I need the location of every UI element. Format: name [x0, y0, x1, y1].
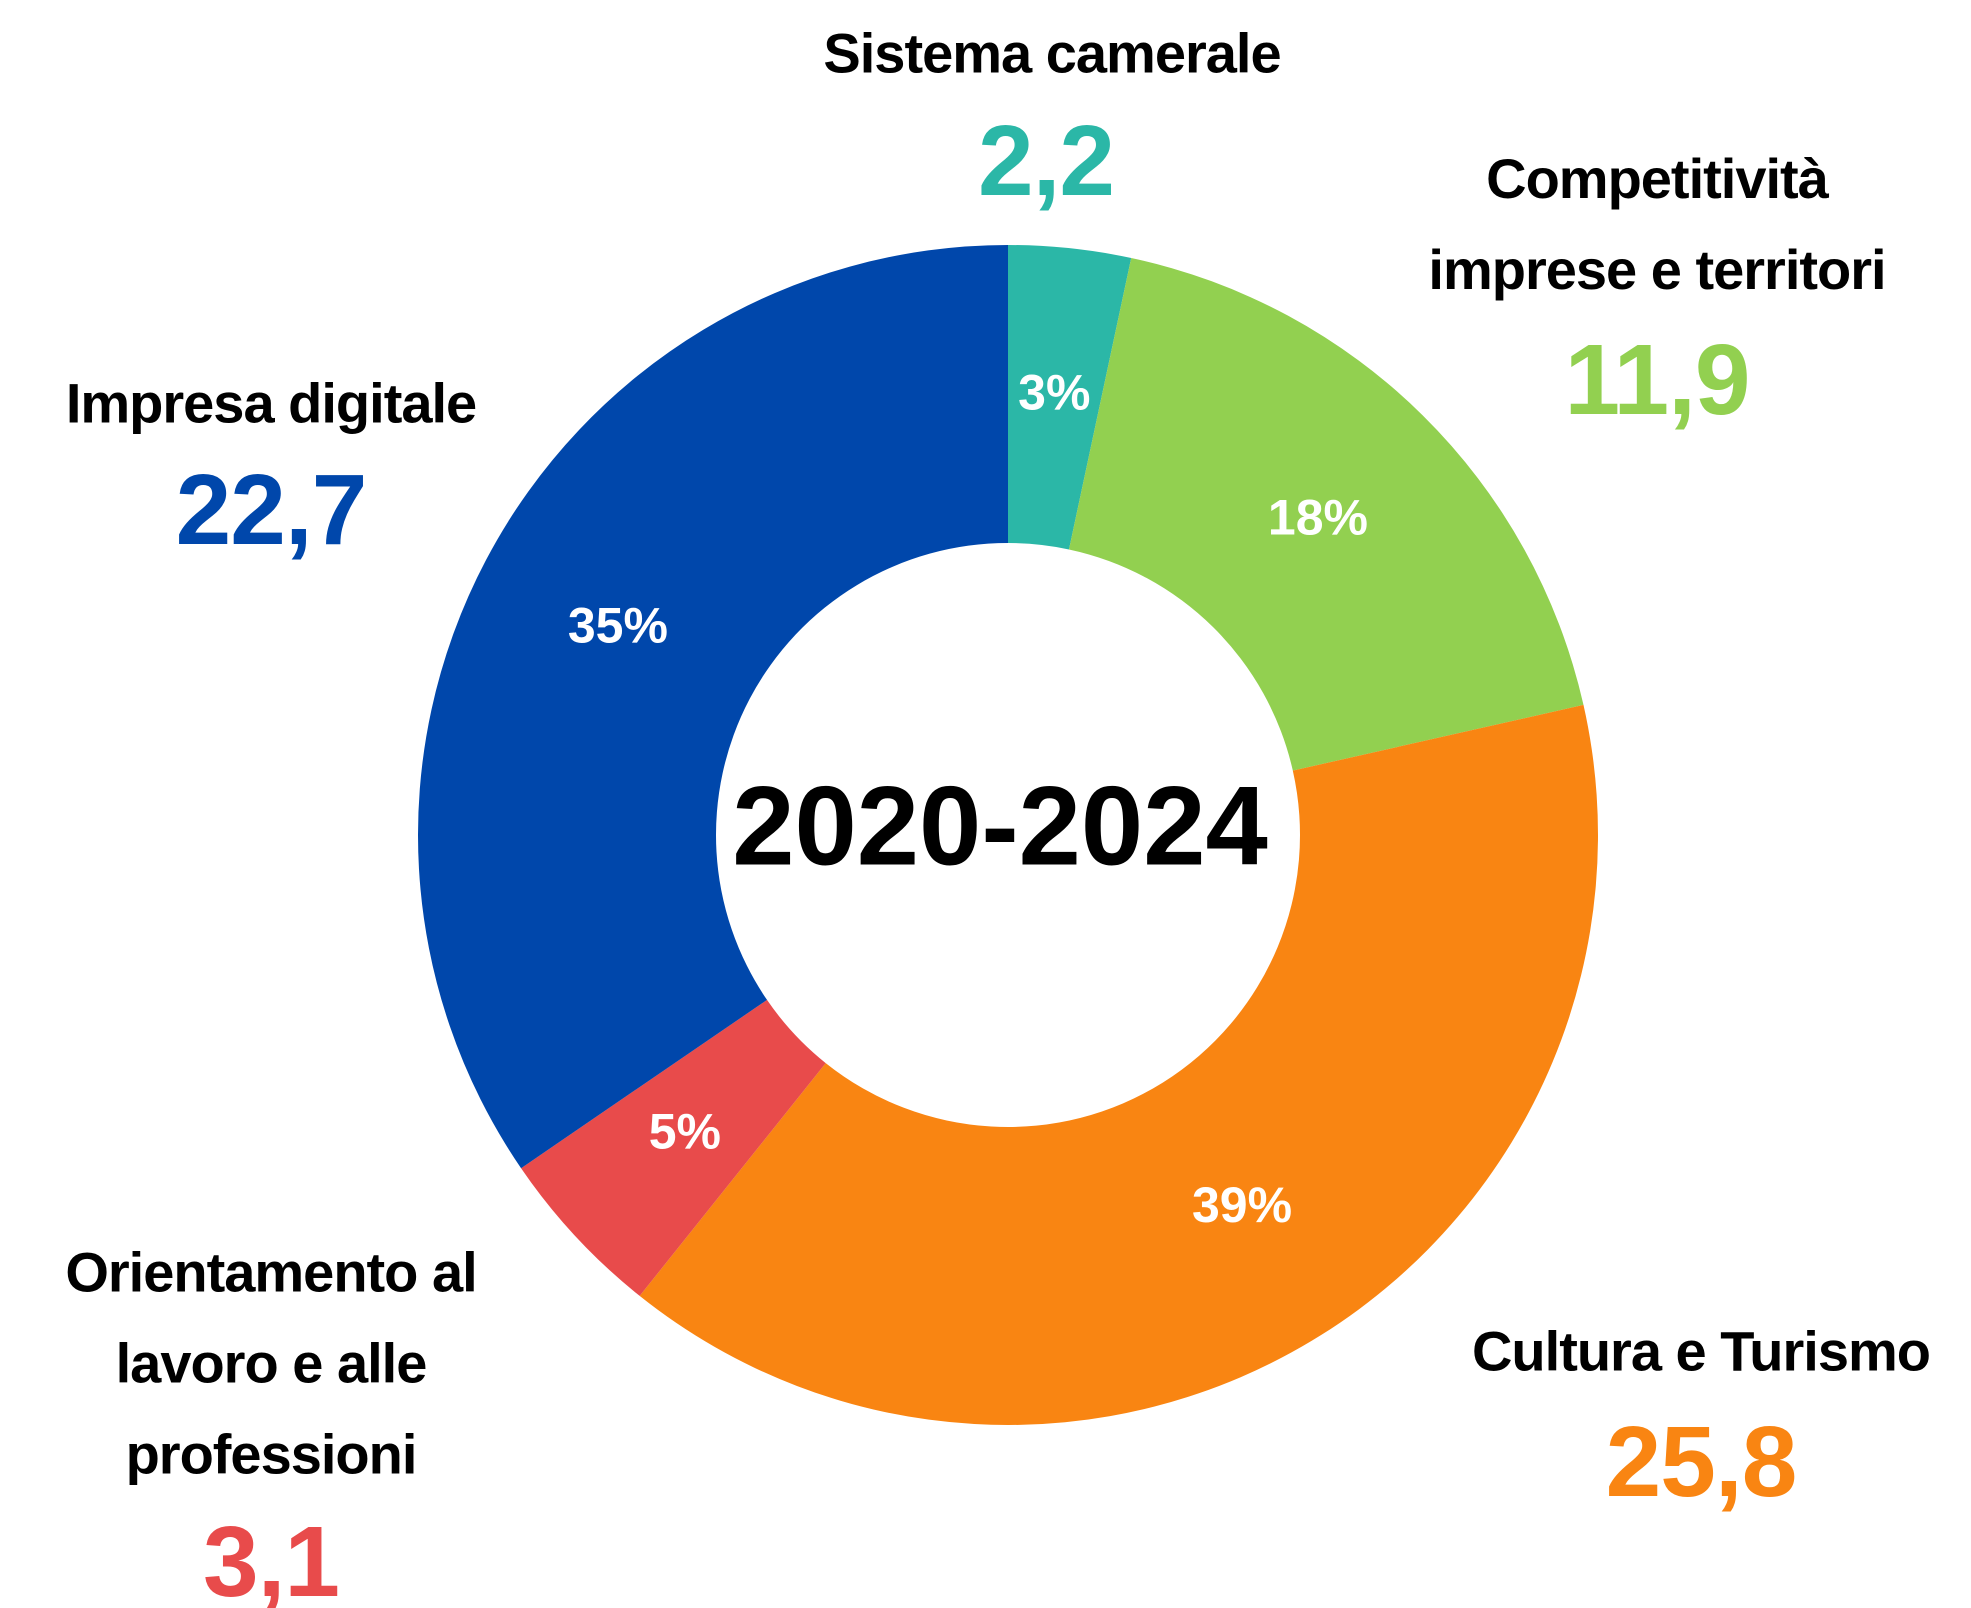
donut-slice	[1068, 258, 1584, 771]
category-label: Sistema camerale	[823, 21, 1281, 85]
value-label: 22,7	[175, 454, 368, 566]
category-label: Orientamento al lavoro e alle profession…	[65, 1240, 477, 1486]
percentage-label: 39%	[1192, 1177, 1292, 1233]
percentage-label: 3%	[1018, 365, 1090, 421]
center-label: 2020-2024	[732, 764, 1268, 889]
category-label: Competitività imprese e territori	[1428, 147, 1886, 301]
donut-slice	[521, 999, 826, 1296]
value-label: 2,2	[977, 105, 1115, 217]
percentage-label: 18%	[1268, 490, 1368, 546]
value-label: 11,9	[1564, 324, 1750, 436]
value-label: 3,1	[202, 1506, 340, 1608]
value-label: 25,8	[1605, 1406, 1798, 1518]
percentage-label: 35%	[568, 597, 668, 653]
donut-slice	[639, 704, 1598, 1425]
category-label: Cultura e Turismo	[1471, 1319, 1931, 1383]
category-label: Impresa digitale	[65, 371, 477, 435]
donut-slice	[1008, 245, 1132, 550]
donut-slice	[417, 245, 1009, 1169]
percentage-label: 5%	[649, 1103, 721, 1159]
